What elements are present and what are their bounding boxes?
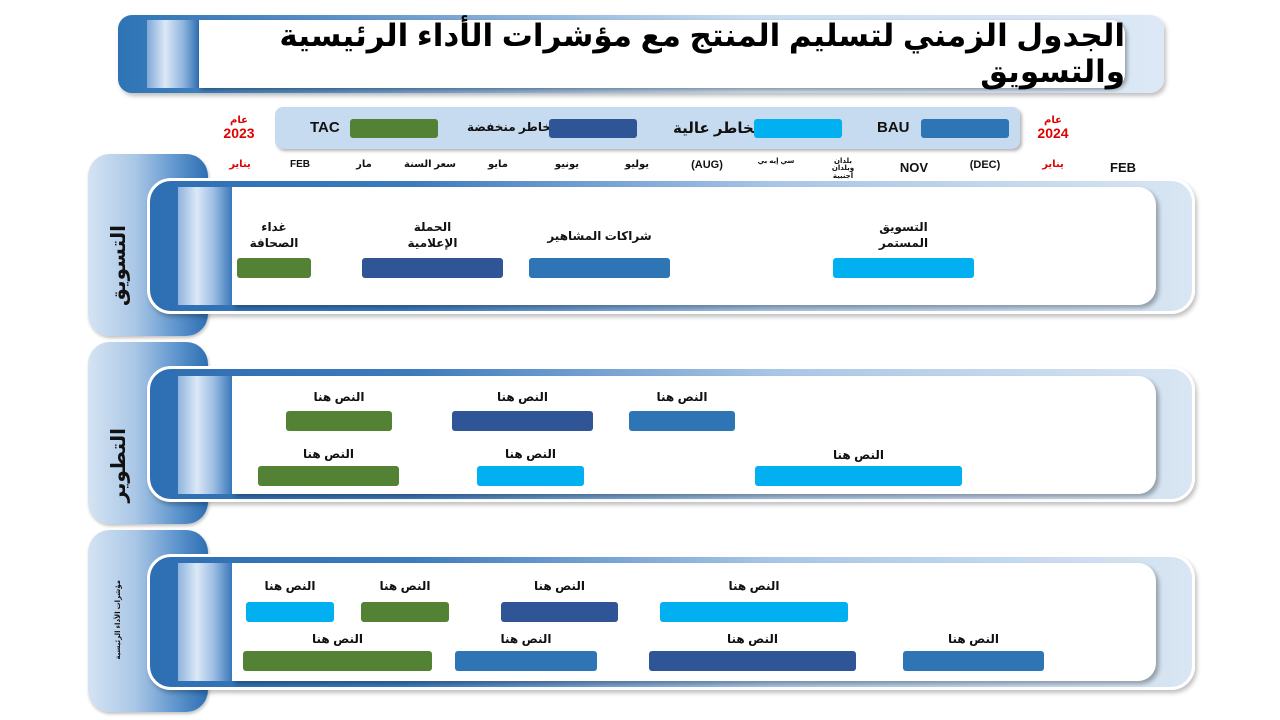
panel-strip-marketing xyxy=(178,187,232,305)
title-box: الجدول الزمني لتسليم المنتج مع مؤشرات ال… xyxy=(199,18,1125,89)
panel-marketing xyxy=(232,187,1156,305)
section-title: التطوير xyxy=(108,427,130,503)
timeline-bar-marketing xyxy=(833,258,974,278)
timeline-bar-marketing xyxy=(237,258,311,278)
month-label: يناير xyxy=(1042,159,1064,170)
timeline-bar-label: الحملة الإعلامية xyxy=(407,220,458,251)
timeline-bar-development xyxy=(755,466,962,486)
section-title: مؤشرات الأداء الرئيسية xyxy=(115,580,122,660)
legend-label-low-risk: مخاطر منخفضة xyxy=(467,120,559,134)
timeline-bar-label: النص هنا xyxy=(303,447,354,461)
timeline-bar-label: النص هنا xyxy=(728,579,780,593)
timeline-bar-development xyxy=(629,411,735,431)
legend-label-tac: TAC xyxy=(310,119,340,136)
timeline-bar-label: النص هنا xyxy=(264,579,316,593)
timeline-bar-label: النص هنا xyxy=(505,447,556,461)
timeline-bar-label: النص هنا xyxy=(379,579,431,593)
timeline-bar-label: النص هنا xyxy=(727,632,778,646)
section-label-marketing: التسويق xyxy=(88,200,150,330)
section-label-kpis: مؤشرات الأداء الرئيسية xyxy=(88,580,150,660)
timeline-bar-label: النص هنا xyxy=(656,390,708,404)
year-marker-right: عام 2024 xyxy=(1036,115,1070,141)
timeline-bar-development xyxy=(477,466,584,486)
legend-swatch-tac xyxy=(350,119,438,138)
timeline-bar-label: النص هنا xyxy=(312,632,363,646)
month-label: (AUG) xyxy=(691,159,723,171)
month-label: بلدان وبلدان أجنبية xyxy=(831,158,855,180)
month-label: FEB xyxy=(290,159,310,170)
timeline-bar-label: النص هنا xyxy=(313,390,365,404)
month-label: يناير xyxy=(229,159,251,170)
month-label: سي إيه بي xyxy=(757,158,795,165)
year-number: 2024 xyxy=(1037,125,1069,141)
legend: TAC مخاطر منخفضة مخاطر عالية BAU xyxy=(275,107,1020,149)
timeline-bar-kpis xyxy=(649,651,856,671)
month-label: مايو xyxy=(488,159,508,170)
timeline-bar-label: النص هنا xyxy=(948,632,999,646)
month-label: (DEC) xyxy=(969,159,1001,171)
year-word: عام xyxy=(1044,115,1062,126)
timeline-bar-label: غداء الصحافة xyxy=(249,220,299,251)
timeline-bar-development xyxy=(286,411,392,431)
legend-label-bau: BAU xyxy=(877,119,910,136)
legend-swatch-bau xyxy=(921,119,1009,138)
month-label: يونيو xyxy=(554,159,580,170)
legend-swatch-low-risk xyxy=(549,119,637,138)
year-word: عام xyxy=(230,115,248,126)
timeline-bar-label: النص هنا xyxy=(500,632,552,646)
month-label: يوليو xyxy=(624,159,650,170)
timeline-bar-label: النص هنا xyxy=(497,390,548,404)
timeline-bar-label: التسويق المستمر xyxy=(878,220,929,251)
month-label: NOV xyxy=(899,160,929,175)
timeline-bar-label: النص هنا xyxy=(833,448,884,462)
year-marker-left: عام 2023 xyxy=(222,115,256,141)
timeline-bar-kpis xyxy=(660,602,848,622)
section-label-development: التطوير xyxy=(88,400,150,530)
legend-swatch-high-risk xyxy=(754,119,842,138)
year-number: 2023 xyxy=(223,125,255,141)
timeline-bar-kpis xyxy=(501,602,618,622)
legend-label-high-risk: مخاطر عالية xyxy=(673,120,764,137)
timeline-bar-kpis xyxy=(903,651,1044,671)
title-accent-strip xyxy=(147,20,199,88)
panel-strip-development xyxy=(178,376,232,494)
timeline-bar-development xyxy=(258,466,399,486)
timeline-bar-marketing xyxy=(362,258,503,278)
timeline-bar-kpis xyxy=(243,651,432,671)
timeline-bar-label: النص هنا xyxy=(534,579,585,593)
timeline-bar-development xyxy=(452,411,593,431)
timeline-bar-kpis xyxy=(361,602,449,622)
timeline-bar-kpis xyxy=(246,602,334,622)
page-title: الجدول الزمني لتسليم المنتج مع مؤشرات ال… xyxy=(279,18,1125,89)
section-title: التسويق xyxy=(108,224,130,306)
panel-strip-kpis xyxy=(178,563,232,681)
timeline-bar-label: شراكات المشاهير xyxy=(547,229,652,243)
timeline-bar-kpis xyxy=(455,651,597,671)
month-label: FEB xyxy=(1110,160,1136,175)
timeline-bar-marketing xyxy=(529,258,670,278)
month-label: سعر السنة xyxy=(404,159,456,170)
month-label: مار xyxy=(356,159,372,170)
